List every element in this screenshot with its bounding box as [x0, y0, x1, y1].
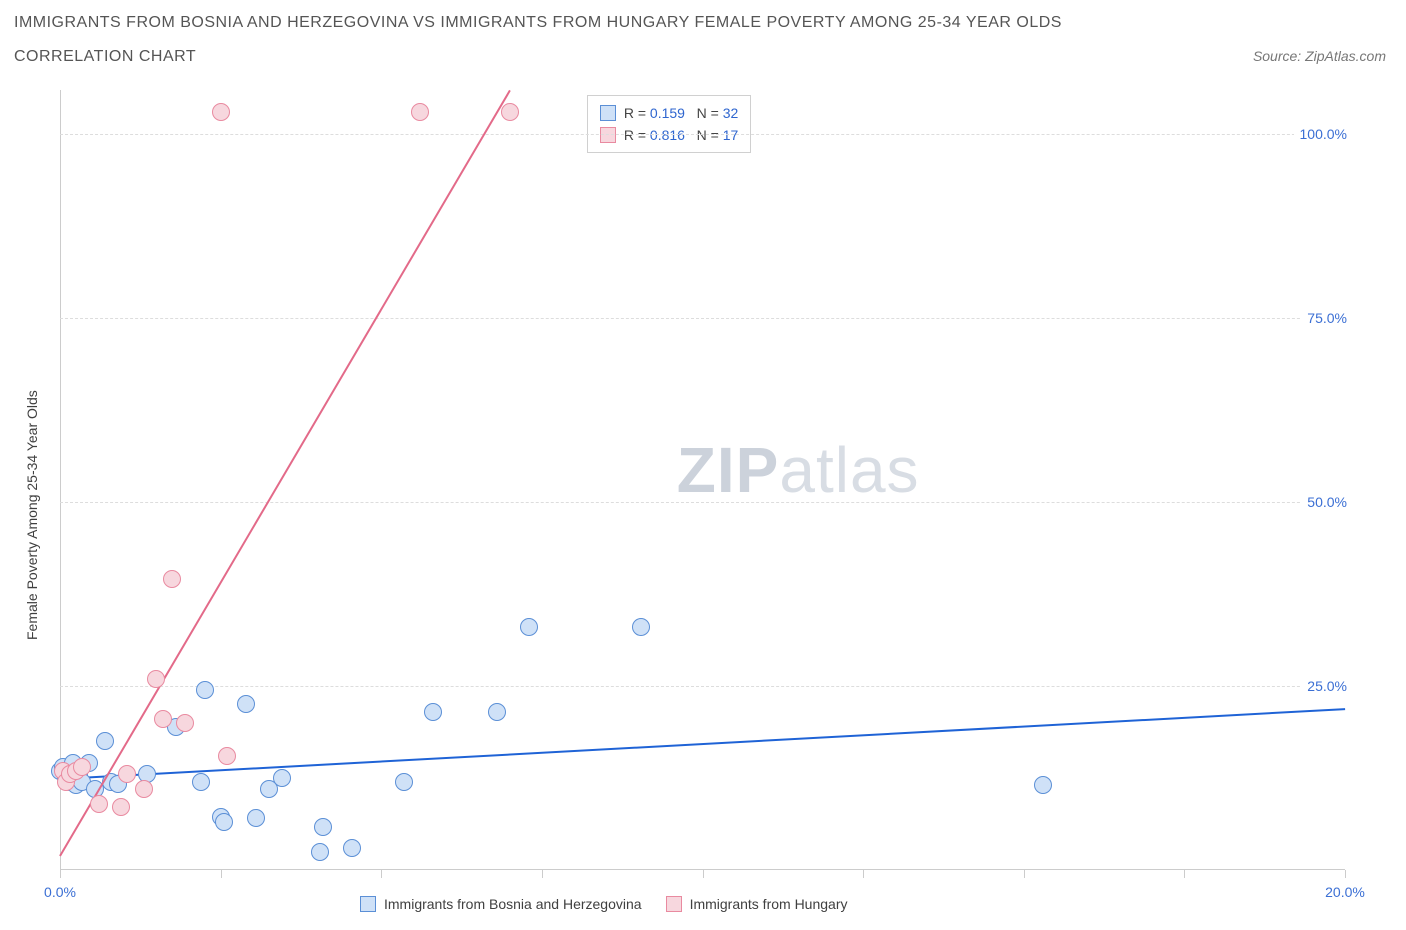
legend-label: Immigrants from Bosnia and Herzegovina — [384, 896, 642, 912]
series-legend: Immigrants from Bosnia and Herzegovina Im… — [360, 896, 848, 912]
x-tick — [381, 870, 382, 878]
y-axis-line — [60, 90, 61, 870]
legend-swatch — [666, 896, 682, 912]
x-tick — [1024, 870, 1025, 878]
y-axis-label: Female Poverty Among 25-34 Year Olds — [24, 390, 40, 640]
source-prefix: Source: — [1253, 48, 1305, 64]
data-point — [212, 103, 230, 121]
watermark-zip: ZIP — [677, 434, 780, 506]
data-point — [314, 818, 332, 836]
legend-swatch — [600, 105, 616, 121]
watermark: ZIPatlas — [677, 433, 920, 507]
data-point — [311, 843, 329, 861]
chart-title-line2: CORRELATION CHART — [14, 48, 196, 66]
data-point — [632, 618, 650, 636]
chart-title-line1: IMMIGRANTS FROM BOSNIA AND HERZEGOVINA V… — [14, 14, 1062, 32]
grid-line — [60, 134, 1345, 135]
x-tick-label: 0.0% — [44, 884, 76, 900]
watermark-atlas: atlas — [779, 434, 919, 506]
data-point — [395, 773, 413, 791]
trend-line — [59, 91, 510, 857]
data-point — [237, 695, 255, 713]
source-attribution: Source: ZipAtlas.com — [1253, 48, 1386, 64]
data-point — [118, 765, 136, 783]
data-point — [424, 703, 442, 721]
legend-label: Immigrants from Hungary — [690, 896, 848, 912]
data-point — [96, 732, 114, 750]
legend-item: Immigrants from Hungary — [666, 896, 848, 912]
data-point — [411, 103, 429, 121]
data-point — [154, 710, 172, 728]
grid-line — [60, 318, 1345, 319]
data-point — [218, 747, 236, 765]
data-point — [501, 103, 519, 121]
data-point — [273, 769, 291, 787]
data-point — [176, 714, 194, 732]
x-tick — [542, 870, 543, 878]
data-point — [1034, 776, 1052, 794]
data-point — [112, 798, 130, 816]
data-point — [192, 773, 210, 791]
data-point — [135, 780, 153, 798]
x-tick — [703, 870, 704, 878]
data-point — [520, 618, 538, 636]
grid-line — [60, 502, 1345, 503]
y-tick-label: 50.0% — [1301, 494, 1347, 510]
y-tick-label: 100.0% — [1294, 126, 1347, 142]
x-tick — [1345, 870, 1346, 878]
scatter-chart: ZIPatlas R = 0.159 N = 32R = 0.816 N = 1… — [60, 90, 1345, 870]
x-tick-label: 20.0% — [1325, 884, 1365, 900]
legend-swatch — [360, 896, 376, 912]
data-point — [343, 839, 361, 857]
x-tick — [221, 870, 222, 878]
data-point — [488, 703, 506, 721]
data-point — [247, 809, 265, 827]
legend-stats: R = 0.159 N = 32 — [624, 102, 738, 124]
correlation-legend: R = 0.159 N = 32R = 0.816 N = 17 — [587, 95, 751, 153]
legend-item: Immigrants from Bosnia and Herzegovina — [360, 896, 642, 912]
x-tick — [60, 870, 61, 878]
data-point — [215, 813, 233, 831]
grid-line — [60, 686, 1345, 687]
source-name: ZipAtlas.com — [1305, 48, 1386, 64]
data-point — [163, 570, 181, 588]
data-point — [196, 681, 214, 699]
x-tick — [863, 870, 864, 878]
data-point — [73, 758, 91, 776]
legend-row: R = 0.159 N = 32 — [600, 102, 738, 124]
trend-line — [60, 708, 1345, 780]
data-point — [90, 795, 108, 813]
y-tick-label: 25.0% — [1301, 678, 1347, 694]
y-tick-label: 75.0% — [1301, 310, 1347, 326]
data-point — [147, 670, 165, 688]
x-tick — [1184, 870, 1185, 878]
